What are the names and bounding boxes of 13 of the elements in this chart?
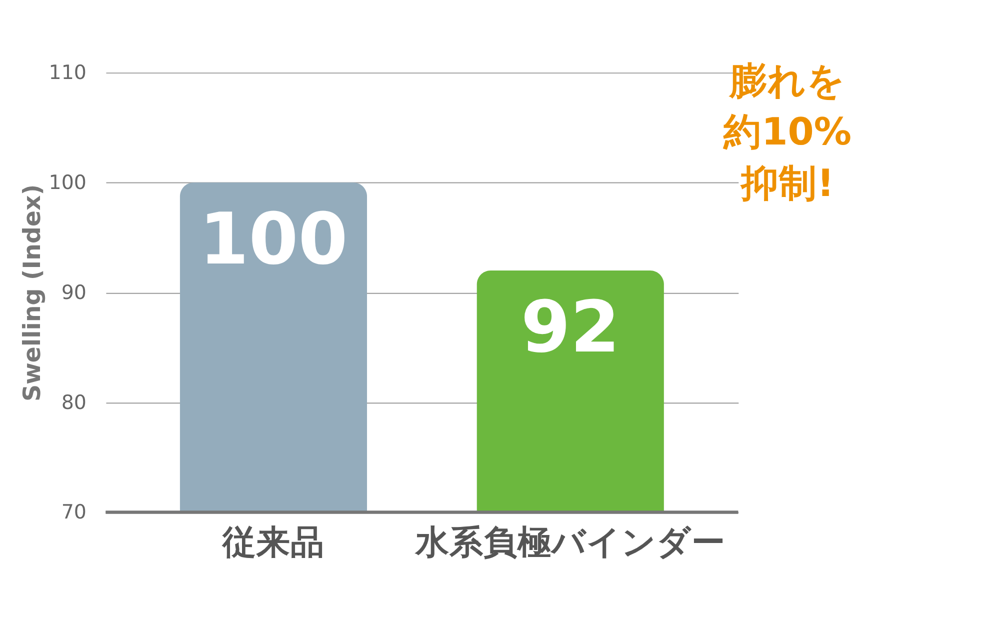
x-tick-label: 従来品 — [221, 522, 324, 562]
text: 抑制! — [740, 161, 834, 206]
y-axis-title: Swelling (Index) — [18, 184, 46, 402]
annotation: 約10% — [722, 110, 852, 154]
x-tick-label: 水系負極バインダー — [414, 522, 726, 562]
data-label: 100 — [199, 198, 348, 281]
y-tick-label: 100 — [48, 170, 86, 194]
annotation: 膨れを — [728, 58, 846, 102]
data-label: 92 — [520, 285, 620, 368]
y-tick-label: 110 — [48, 60, 86, 84]
y-tick-label: 90 — [61, 280, 86, 304]
y-tick-label: 70 — [61, 500, 86, 524]
y-tick-label: 80 — [61, 390, 86, 414]
